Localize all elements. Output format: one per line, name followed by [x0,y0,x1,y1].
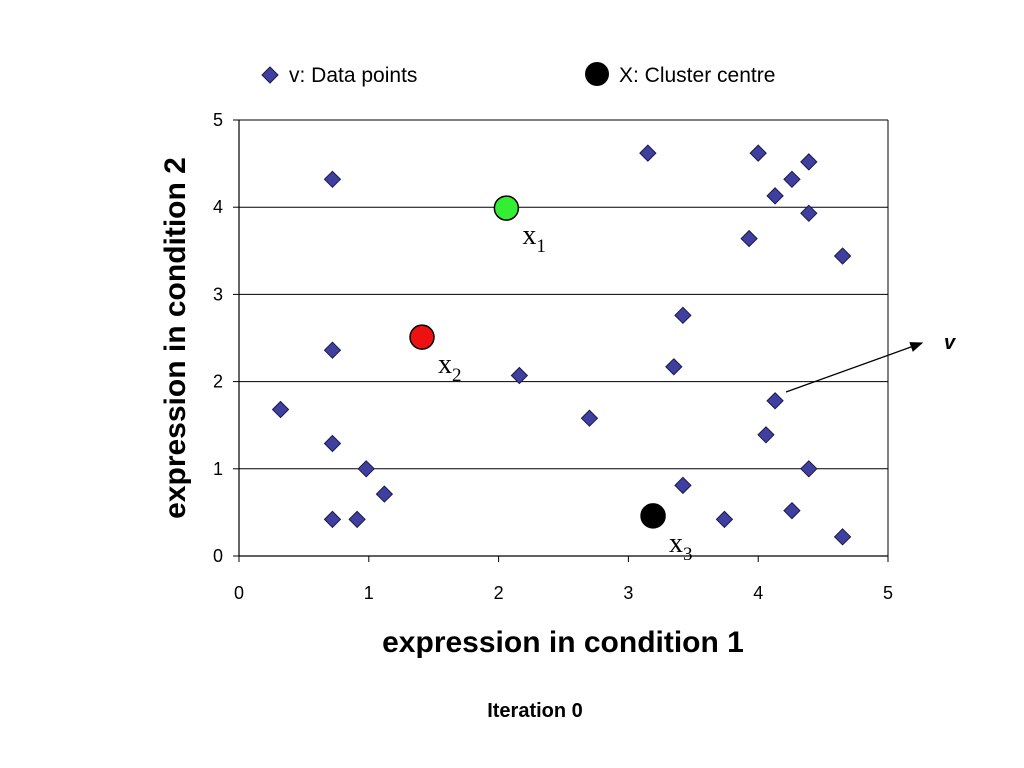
data-point [271,400,290,419]
cluster-centre-label-2: x2 [438,349,462,386]
y-tick-label: 3 [213,284,223,304]
x-axis-title: expression in condition 1 [382,626,744,659]
x-tick-label: 5 [883,583,893,603]
y-tick-label: 1 [213,459,223,479]
data-point [783,170,801,189]
annotation-arrow [785,342,924,393]
gridlines [239,119,888,470]
legend: v: Data points X: Cluster centre [261,62,775,87]
data-point [800,460,818,478]
data-point [323,510,342,529]
x-tick-label: 2 [494,583,504,603]
data-point [348,510,366,529]
y-axis-title: expression in condition 2 [159,157,192,519]
data-point [783,501,801,520]
data-point [749,144,767,162]
y-tick-labels: 0 1 2 3 4 5 [213,110,223,566]
y-tick-label: 2 [213,372,223,392]
data-point [674,476,692,495]
cluster-centre-1 [493,195,520,221]
legend-cluster-centre-label: X: Cluster centre [619,64,775,87]
data-point [766,392,784,410]
x-tick-labels: 0 1 2 3 4 5 [234,583,893,603]
data-point [715,510,734,529]
data-point [800,204,818,223]
data-point [510,366,529,385]
data-point [323,341,342,359]
x-tick-label: 4 [753,583,763,603]
legend-data-point-icon [261,66,279,84]
y-tick-label: 4 [213,197,223,217]
data-point [665,358,683,376]
data-point [740,229,758,248]
data-point [833,528,852,546]
cluster-centre-3 [640,503,666,529]
data-point [800,153,818,171]
data-point [833,247,852,265]
axes [233,119,889,562]
data-point [323,170,342,189]
x-tick-label: 1 [364,583,374,603]
cluster-centres: x1 x2 x3 [409,195,693,565]
y-tick-label: 5 [213,110,223,130]
annotation-arrow-label: v [944,332,957,354]
legend-cluster-centre-icon [585,62,609,86]
data-point [580,409,599,427]
iteration-caption: Iteration 0 [487,700,583,722]
data-points [271,144,852,546]
data-point [674,306,692,325]
data-point [357,460,375,478]
cluster-centre-label-1: x1 [522,220,546,257]
cluster-centre-2 [409,324,435,350]
x-tick-label: 0 [234,583,244,603]
y-tick-label: 0 [213,546,223,566]
legend-data-points-label: v: Data points [289,64,417,87]
data-point [766,187,784,205]
data-point [757,426,775,444]
x-tick-label: 3 [623,583,633,603]
data-point [639,144,657,162]
cluster-centre-label-3: x3 [669,528,693,565]
data-point [323,434,342,453]
data-point [375,485,394,503]
